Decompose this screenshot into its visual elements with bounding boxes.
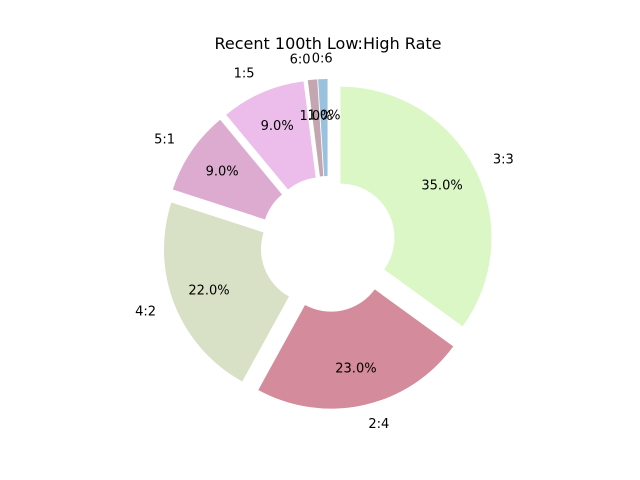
category-label-1-5: 1:5 — [234, 67, 255, 82]
category-label-0-6: 0:6 — [312, 52, 333, 67]
percent-label-2-4: 23.0% — [335, 361, 376, 376]
slice-2-4 — [258, 289, 454, 409]
category-label-4-2: 4:2 — [135, 305, 156, 320]
percent-labels-group: 35.0% 23.0% 22.0% 9.0% 9.0% 1.0%1.0% — [188, 109, 462, 377]
slices-group — [163, 79, 492, 409]
category-label-5-1: 5:1 — [154, 133, 175, 148]
chart-title: Recent 100th Low:High Rate — [215, 34, 442, 53]
slice-3-3 — [340, 86, 492, 327]
category-label-6-0: 6:0 — [290, 52, 311, 67]
category-label-2-4: 2:4 — [368, 417, 389, 432]
percent-label-6-0: 1.0% — [299, 109, 332, 124]
slice-0-6 — [318, 79, 328, 177]
percent-label-3-3: 35.0% — [421, 178, 462, 193]
category-label-3-3: 3:3 — [493, 153, 514, 168]
category-labels-group: 3:3 2:4 4:2 5:1 1:5 6:0 0:6 — [135, 52, 514, 432]
slice-5-1 — [172, 119, 282, 220]
percent-label-0-6: 1.0% — [307, 109, 340, 124]
percent-label-5-1: 9.0% — [206, 165, 239, 180]
slice-1-5 — [226, 81, 316, 190]
percent-label-1-5: 9.0% — [261, 119, 294, 134]
percent-label-4-2: 22.0% — [188, 284, 229, 299]
slice-4-2 — [163, 202, 289, 382]
slice-6-0 — [307, 79, 324, 177]
